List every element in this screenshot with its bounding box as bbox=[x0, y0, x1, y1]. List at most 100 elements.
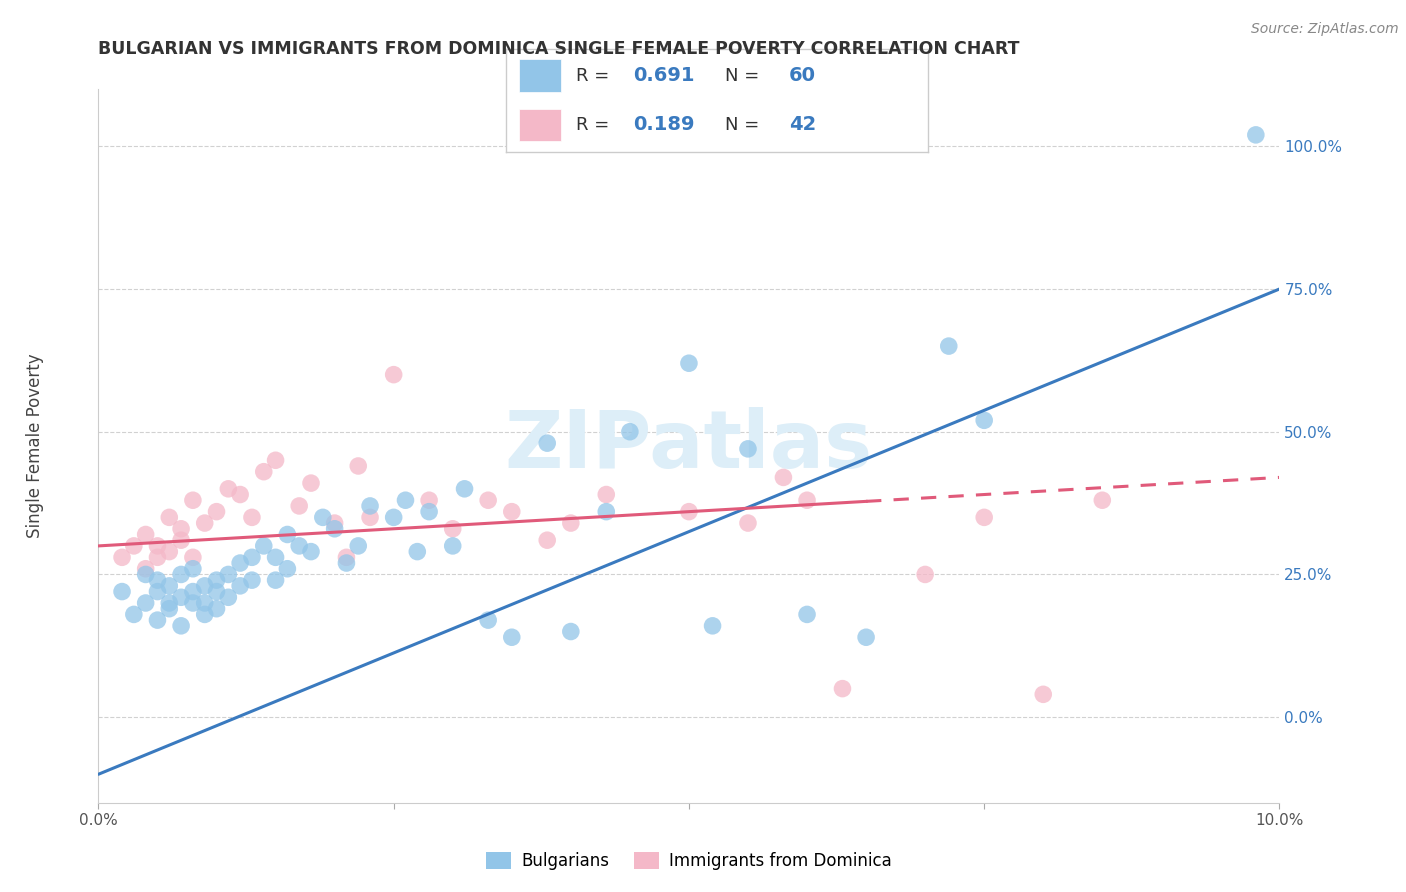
Point bbox=[288, 539, 311, 553]
Point bbox=[146, 550, 169, 565]
Point bbox=[359, 499, 381, 513]
Point bbox=[359, 510, 381, 524]
Point bbox=[229, 556, 252, 570]
Point bbox=[973, 510, 995, 524]
Point bbox=[288, 499, 311, 513]
Point bbox=[678, 505, 700, 519]
Point bbox=[170, 591, 193, 605]
Text: N =: N = bbox=[725, 67, 765, 85]
Point bbox=[855, 630, 877, 644]
Point bbox=[170, 619, 193, 633]
Point bbox=[796, 607, 818, 622]
Point bbox=[194, 579, 217, 593]
Text: 0.189: 0.189 bbox=[633, 115, 695, 135]
Point bbox=[253, 465, 276, 479]
Text: N =: N = bbox=[725, 116, 765, 134]
Text: 60: 60 bbox=[789, 66, 815, 86]
Point bbox=[217, 567, 239, 582]
Point bbox=[217, 591, 239, 605]
Text: R =: R = bbox=[576, 67, 614, 85]
Point bbox=[323, 522, 346, 536]
Point bbox=[157, 510, 180, 524]
Point bbox=[335, 556, 357, 570]
Point bbox=[181, 562, 204, 576]
Point bbox=[205, 584, 228, 599]
Point bbox=[702, 619, 724, 633]
Point bbox=[240, 573, 263, 587]
Point bbox=[170, 522, 193, 536]
Point bbox=[938, 339, 960, 353]
Point bbox=[678, 356, 700, 370]
Point bbox=[1244, 128, 1267, 142]
Point bbox=[240, 550, 263, 565]
Point bbox=[217, 482, 239, 496]
Point bbox=[595, 487, 617, 501]
Point bbox=[181, 493, 204, 508]
Point bbox=[737, 516, 759, 530]
Point bbox=[205, 573, 228, 587]
Point bbox=[146, 613, 169, 627]
Point bbox=[170, 567, 193, 582]
Point bbox=[477, 493, 499, 508]
Point bbox=[477, 613, 499, 627]
Point bbox=[240, 510, 263, 524]
Point bbox=[146, 573, 169, 587]
Text: R =: R = bbox=[576, 116, 614, 134]
Point bbox=[194, 516, 217, 530]
Point bbox=[111, 584, 134, 599]
Point bbox=[560, 624, 582, 639]
Point bbox=[418, 493, 440, 508]
Point bbox=[501, 630, 523, 644]
Point bbox=[1091, 493, 1114, 508]
Point bbox=[501, 505, 523, 519]
Point bbox=[205, 505, 228, 519]
Point bbox=[135, 527, 157, 541]
Point bbox=[194, 596, 217, 610]
Point bbox=[135, 567, 157, 582]
Point bbox=[170, 533, 193, 548]
Point bbox=[135, 596, 157, 610]
Text: BULGARIAN VS IMMIGRANTS FROM DOMINICA SINGLE FEMALE POVERTY CORRELATION CHART: BULGARIAN VS IMMIGRANTS FROM DOMINICA SI… bbox=[98, 40, 1019, 58]
Point bbox=[146, 584, 169, 599]
Point bbox=[347, 539, 370, 553]
Point bbox=[914, 567, 936, 582]
Point bbox=[181, 584, 204, 599]
Point bbox=[181, 550, 204, 565]
Point bbox=[181, 596, 204, 610]
Point bbox=[264, 550, 287, 565]
Point bbox=[441, 522, 464, 536]
Point bbox=[276, 527, 298, 541]
Point bbox=[146, 539, 169, 553]
Point bbox=[796, 493, 818, 508]
Text: 0.691: 0.691 bbox=[633, 66, 695, 86]
FancyBboxPatch shape bbox=[519, 60, 561, 92]
Text: Single Female Poverty: Single Female Poverty bbox=[27, 354, 44, 538]
Point bbox=[619, 425, 641, 439]
Point bbox=[312, 510, 335, 524]
Point bbox=[157, 601, 180, 615]
Point bbox=[737, 442, 759, 456]
Point bbox=[205, 601, 228, 615]
Point bbox=[229, 579, 252, 593]
Point bbox=[347, 458, 370, 473]
Point bbox=[560, 516, 582, 530]
Point bbox=[253, 539, 276, 553]
Point bbox=[157, 579, 180, 593]
Point bbox=[772, 470, 794, 484]
Point bbox=[441, 539, 464, 553]
Point bbox=[122, 539, 145, 553]
Legend: Bulgarians, Immigrants from Dominica: Bulgarians, Immigrants from Dominica bbox=[479, 845, 898, 877]
Point bbox=[299, 476, 322, 491]
Point bbox=[831, 681, 853, 696]
Point bbox=[264, 573, 287, 587]
Point bbox=[229, 487, 252, 501]
FancyBboxPatch shape bbox=[519, 109, 561, 141]
Point bbox=[299, 544, 322, 558]
Point bbox=[973, 413, 995, 427]
Point bbox=[323, 516, 346, 530]
Point bbox=[453, 482, 475, 496]
Point bbox=[595, 505, 617, 519]
Point bbox=[418, 505, 440, 519]
Point bbox=[194, 607, 217, 622]
Point bbox=[276, 562, 298, 576]
